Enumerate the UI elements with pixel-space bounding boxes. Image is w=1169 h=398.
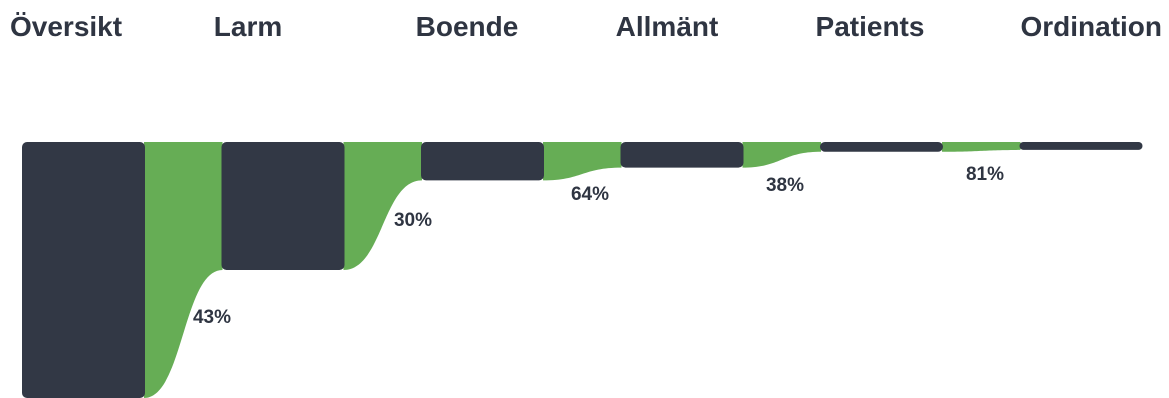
funnel-flows xyxy=(144,142,1021,398)
conversion-label-1: 43% xyxy=(193,307,231,328)
conversion-label-5: 81% xyxy=(966,164,1004,185)
conversion-label-2: 30% xyxy=(394,210,432,231)
stage-label-oversikt: Översikt xyxy=(10,11,122,42)
funnel-bar-2 xyxy=(221,142,345,270)
conversion-label-3: 64% xyxy=(571,184,609,205)
conversion-label-4: 38% xyxy=(766,175,804,196)
stage-labels: Översikt Larm Boende Allmänt Patients Or… xyxy=(10,11,1162,42)
funnel-bar-5 xyxy=(820,142,943,152)
conversion-labels: 43% 30% 64% 38% 81% xyxy=(193,164,1004,328)
stage-label-boende: Boende xyxy=(416,11,519,42)
funnel-flow-3 xyxy=(543,142,622,181)
funnel-bar-4 xyxy=(620,142,744,168)
funnel-bar-1 xyxy=(22,142,145,398)
funnel-flow-2 xyxy=(343,142,422,270)
stage-label-larm: Larm xyxy=(214,11,282,42)
stage-label-ordination: Ordination xyxy=(1020,11,1162,42)
funnel-flow-5 xyxy=(942,142,1021,152)
funnel-bar-3 xyxy=(421,142,544,181)
stage-label-allmant: Allmänt xyxy=(616,11,719,42)
funnel-bar-6 xyxy=(1019,142,1143,150)
funnel-bars xyxy=(22,142,1143,398)
funnel-flow-1 xyxy=(144,142,223,398)
stage-label-patients: Patients xyxy=(816,11,925,42)
funnel-flow-4 xyxy=(742,142,821,168)
